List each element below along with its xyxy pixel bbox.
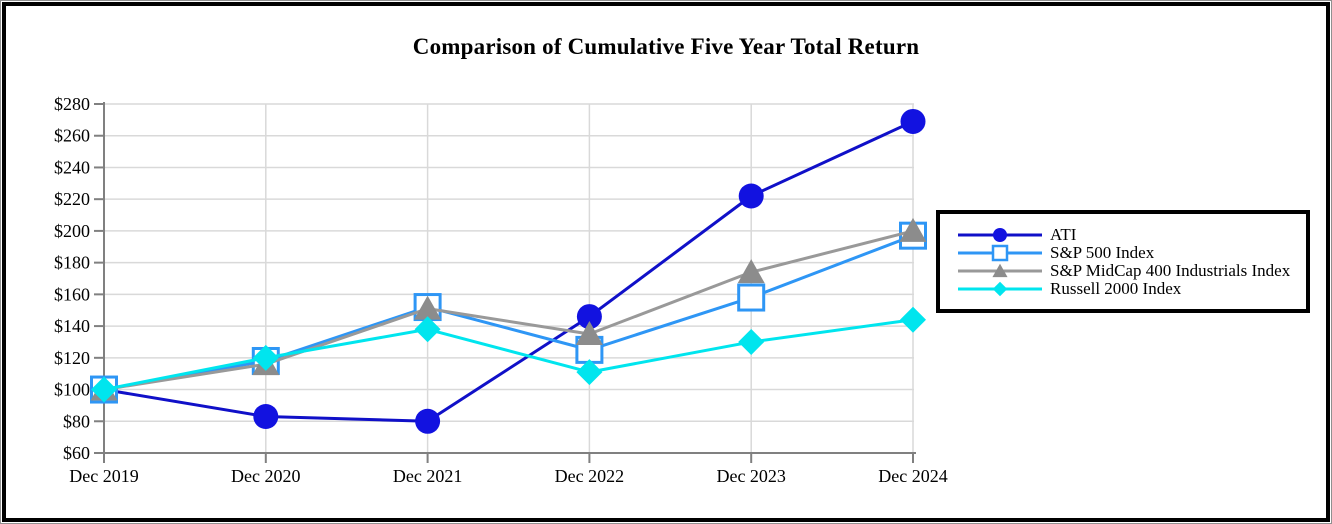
x-axis-tick-label: Dec 2023 xyxy=(716,466,785,486)
circle-marker-icon xyxy=(900,108,926,134)
circle-marker-icon xyxy=(738,183,764,209)
y-axis-tick-label: $120 xyxy=(54,348,90,368)
diamond-marker-icon xyxy=(91,376,117,403)
square-marker-icon xyxy=(737,283,766,312)
circle-marker-icon xyxy=(415,408,441,434)
series-line-russell-2000-index xyxy=(102,318,915,392)
x-axis-tick-label: Dec 2022 xyxy=(555,466,624,486)
circle-legend-marker-icon xyxy=(958,227,1042,242)
legend-item-s-p-500-index: S&P 500 Index xyxy=(956,242,1306,262)
diamond-icon xyxy=(992,281,1008,296)
y-axis-tick-label: $80 xyxy=(63,411,90,431)
series-line-s-p-500-index xyxy=(102,234,915,392)
diamond-marker-icon xyxy=(900,306,926,333)
y-axis-tick-label: $260 xyxy=(54,126,90,146)
legend-label: Russell 2000 Index xyxy=(1050,278,1182,298)
y-axis-tick-label: $280 xyxy=(54,94,90,114)
diamond-marker-icon xyxy=(738,328,765,355)
chart-title: Comparison of Cumulative Five Year Total… xyxy=(412,34,920,59)
circle-icon xyxy=(993,227,1007,242)
diamond-legend-marker-icon xyxy=(958,281,1042,296)
series-line-s-p-midcap-400-industrials-index xyxy=(102,229,915,392)
legend-label: S&P MidCap 400 Industrials Index xyxy=(1050,260,1291,280)
legend-label: S&P 500 Index xyxy=(1050,242,1155,262)
diamond-marker-icon xyxy=(576,359,603,386)
circle-marker-icon xyxy=(576,304,602,330)
legend-item-russell-2000-index: Russell 2000 Index xyxy=(956,278,1306,298)
y-axis-tick-label: $180 xyxy=(54,253,90,273)
square-icon xyxy=(991,244,1009,261)
circle-marker-icon xyxy=(253,404,279,430)
y-axis-tick-label: $220 xyxy=(54,189,90,209)
series-line-ati xyxy=(102,119,915,423)
y-axis-tick-label: $160 xyxy=(54,284,90,304)
y-axis-tick-label: $60 xyxy=(63,443,90,463)
triangle-marker-icon xyxy=(414,295,442,320)
triangle-marker-icon xyxy=(899,217,927,242)
x-axis-tick-label: Dec 2019 xyxy=(69,466,138,486)
x-axis-tick-label: Dec 2024 xyxy=(878,466,947,486)
y-axis-tick-label: $200 xyxy=(54,221,90,241)
y-axis-tick-label: $240 xyxy=(54,157,90,177)
legend-label: ATI xyxy=(1050,224,1077,244)
triangle-marker-icon xyxy=(575,321,603,346)
legend-item-s-p-midcap-400-industrials-index: S&P MidCap 400 Industrials Index xyxy=(956,260,1306,280)
y-axis-tick-label: $100 xyxy=(54,380,90,400)
diamond-marker-icon xyxy=(252,344,279,371)
triangle-legend-marker-icon xyxy=(958,263,1042,277)
triangle-marker-icon xyxy=(737,259,765,284)
y-axis-tick-label: $140 xyxy=(54,316,90,336)
legend-item-ati: ATI xyxy=(956,224,1306,244)
x-axis-tick-label: Dec 2020 xyxy=(231,466,300,486)
diamond-marker-icon xyxy=(414,316,441,343)
triangle-icon xyxy=(992,263,1008,277)
square-open-legend-marker-icon xyxy=(958,244,1042,261)
x-axis-tick-label: Dec 2021 xyxy=(393,466,462,486)
legend: ATI S&P 500 Index S&P MidCap 400 Industria… xyxy=(936,210,1310,313)
